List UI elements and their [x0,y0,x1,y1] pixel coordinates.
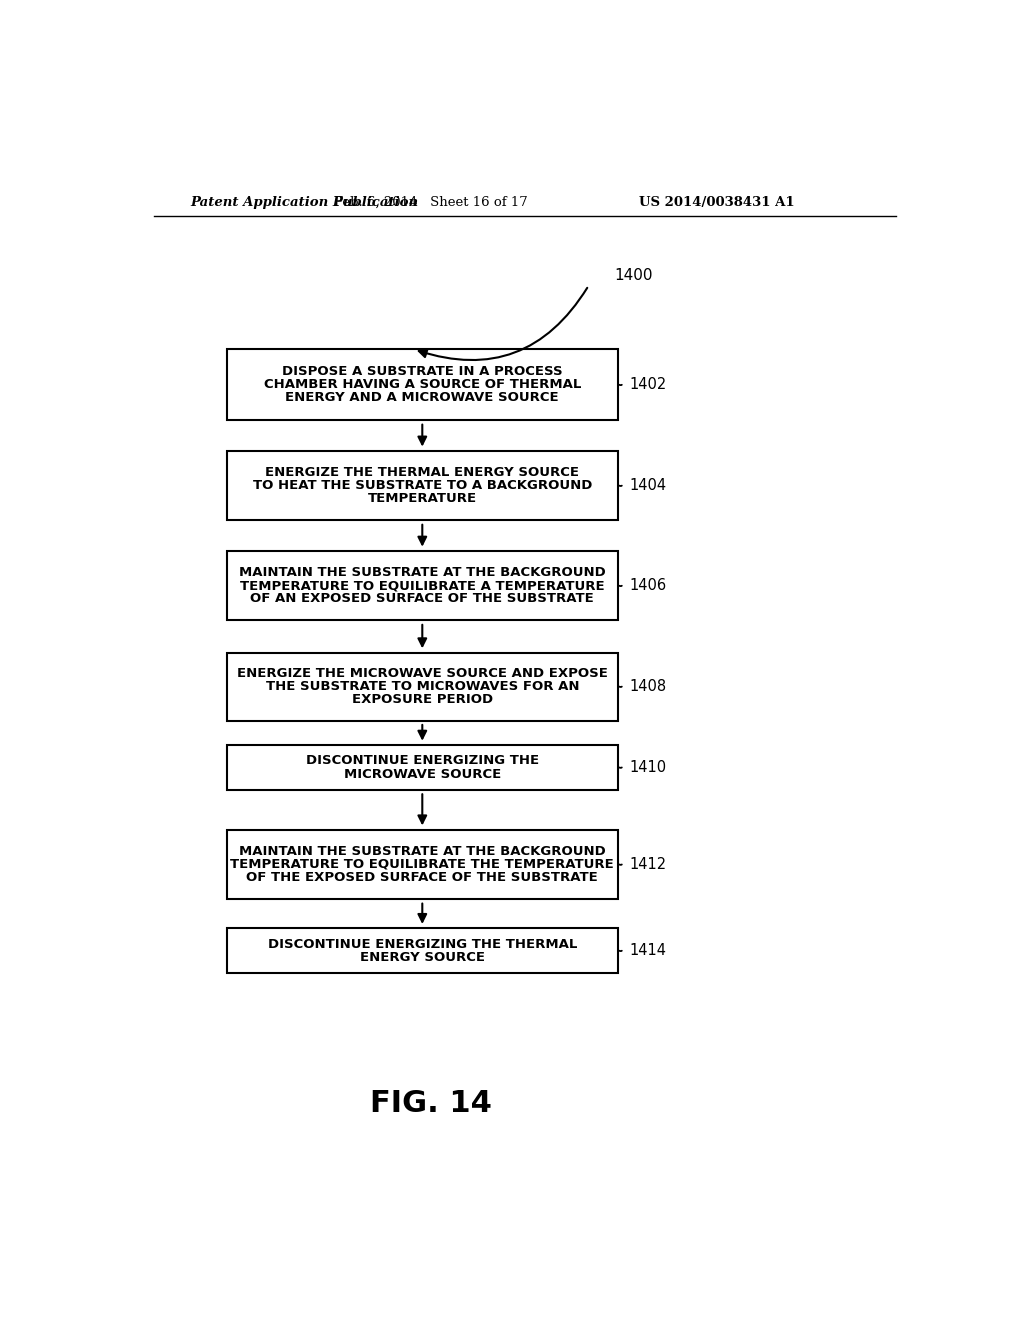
Text: ENERGY SOURCE: ENERGY SOURCE [359,950,484,964]
Text: Feb. 6, 2014   Sheet 16 of 17: Feb. 6, 2014 Sheet 16 of 17 [334,195,527,209]
Text: DISCONTINUE ENERGIZING THE: DISCONTINUE ENERGIZING THE [306,755,539,767]
Text: EXPOSURE PERIOD: EXPOSURE PERIOD [351,693,493,706]
Text: US 2014/0038431 A1: US 2014/0038431 A1 [639,195,795,209]
FancyBboxPatch shape [226,350,617,420]
FancyBboxPatch shape [226,744,617,789]
Text: ENERGY AND A MICROWAVE SOURCE: ENERGY AND A MICROWAVE SOURCE [286,391,559,404]
Text: TO HEAT THE SUBSTRATE TO A BACKGROUND: TO HEAT THE SUBSTRATE TO A BACKGROUND [253,479,592,492]
Text: OF THE EXPOSED SURFACE OF THE SUBSTRATE: OF THE EXPOSED SURFACE OF THE SUBSTRATE [247,871,598,884]
FancyBboxPatch shape [226,451,617,520]
Text: 1410: 1410 [630,760,667,775]
Text: CHAMBER HAVING A SOURCE OF THERMAL: CHAMBER HAVING A SOURCE OF THERMAL [263,379,581,391]
Text: 1404: 1404 [630,478,667,494]
Text: DISCONTINUE ENERGIZING THE THERMAL: DISCONTINUE ENERGIZING THE THERMAL [267,937,577,950]
Text: MAINTAIN THE SUBSTRATE AT THE BACKGROUND: MAINTAIN THE SUBSTRATE AT THE BACKGROUND [239,566,605,579]
Text: 1402: 1402 [630,378,667,392]
Text: 1406: 1406 [630,578,667,593]
Text: 1414: 1414 [630,944,667,958]
Text: THE SUBSTRATE TO MICROWAVES FOR AN: THE SUBSTRATE TO MICROWAVES FOR AN [265,680,579,693]
Text: Patent Application Publication: Patent Application Publication [190,195,419,209]
Text: 1408: 1408 [630,678,667,694]
Text: TEMPERATURE: TEMPERATURE [368,492,477,506]
Text: MAINTAIN THE SUBSTRATE AT THE BACKGROUND: MAINTAIN THE SUBSTRATE AT THE BACKGROUND [239,845,605,858]
Text: ENERGIZE THE MICROWAVE SOURCE AND EXPOSE: ENERGIZE THE MICROWAVE SOURCE AND EXPOSE [237,667,607,680]
FancyBboxPatch shape [226,830,617,899]
Text: DISPOSE A SUBSTRATE IN A PROCESS: DISPOSE A SUBSTRATE IN A PROCESS [282,366,562,379]
Text: FIG. 14: FIG. 14 [370,1089,492,1118]
Text: MICROWAVE SOURCE: MICROWAVE SOURCE [344,767,501,780]
FancyBboxPatch shape [226,653,617,721]
Text: TEMPERATURE TO EQUILIBRATE A TEMPERATURE: TEMPERATURE TO EQUILIBRATE A TEMPERATURE [240,579,604,593]
Text: OF AN EXPOSED SURFACE OF THE SUBSTRATE: OF AN EXPOSED SURFACE OF THE SUBSTRATE [251,593,594,606]
Text: TEMPERATURE TO EQUILIBRATE THE TEMPERATURE: TEMPERATURE TO EQUILIBRATE THE TEMPERATU… [230,858,614,871]
Text: 1412: 1412 [630,857,667,873]
Text: ENERGIZE THE THERMAL ENERGY SOURCE: ENERGIZE THE THERMAL ENERGY SOURCE [265,466,580,479]
Text: 1400: 1400 [614,268,652,282]
FancyBboxPatch shape [226,552,617,620]
FancyBboxPatch shape [226,928,617,973]
